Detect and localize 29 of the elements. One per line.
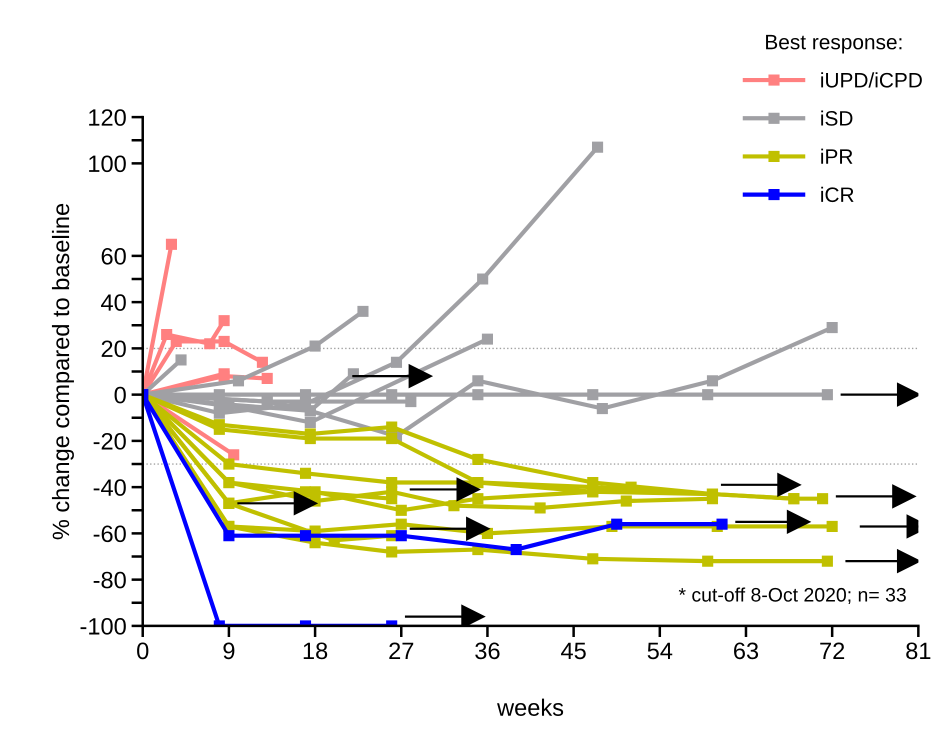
x-tick-label: 45 xyxy=(561,642,586,660)
legend-label: iUPD/iCPD xyxy=(821,72,922,88)
legend-label: iPR xyxy=(821,148,852,164)
y-tick-label: -60 xyxy=(94,525,126,542)
y-tick-label: -100 xyxy=(80,618,126,635)
annotation: * cut-off 8-Oct 2020; n= 33 xyxy=(678,587,906,604)
legend-label: iCR xyxy=(821,186,854,202)
y-tick-label: -20 xyxy=(94,432,126,450)
x-tick-label: 81 xyxy=(906,642,930,660)
y-tick-label: 60 xyxy=(102,248,126,265)
x-axis-title: weeks xyxy=(497,698,564,716)
x-tick-label: 9 xyxy=(223,642,234,660)
y-tick-label: -80 xyxy=(94,572,126,588)
y-tick-label: 100 xyxy=(89,155,126,172)
y-tick-label: 0 xyxy=(114,386,126,404)
x-tick-label: 72 xyxy=(820,642,844,659)
y-tick-label: 120 xyxy=(89,109,126,126)
x-tick-label: 18 xyxy=(304,642,328,660)
legend-title: Best response: xyxy=(766,34,902,54)
legend-label: iSD xyxy=(821,110,852,126)
y-tick-label: 40 xyxy=(101,294,126,311)
x-tick-label: 27 xyxy=(389,642,414,659)
y-tick-label: 20 xyxy=(102,340,126,358)
x-tick-label: 0 xyxy=(137,642,148,660)
y-axis-title: % change compared to baseline xyxy=(52,204,74,540)
y-tick-label: -40 xyxy=(94,479,126,496)
x-tick-label: 63 xyxy=(734,642,758,660)
x-tick-label: 54 xyxy=(648,642,672,660)
x-tick-label: 36 xyxy=(475,642,500,660)
